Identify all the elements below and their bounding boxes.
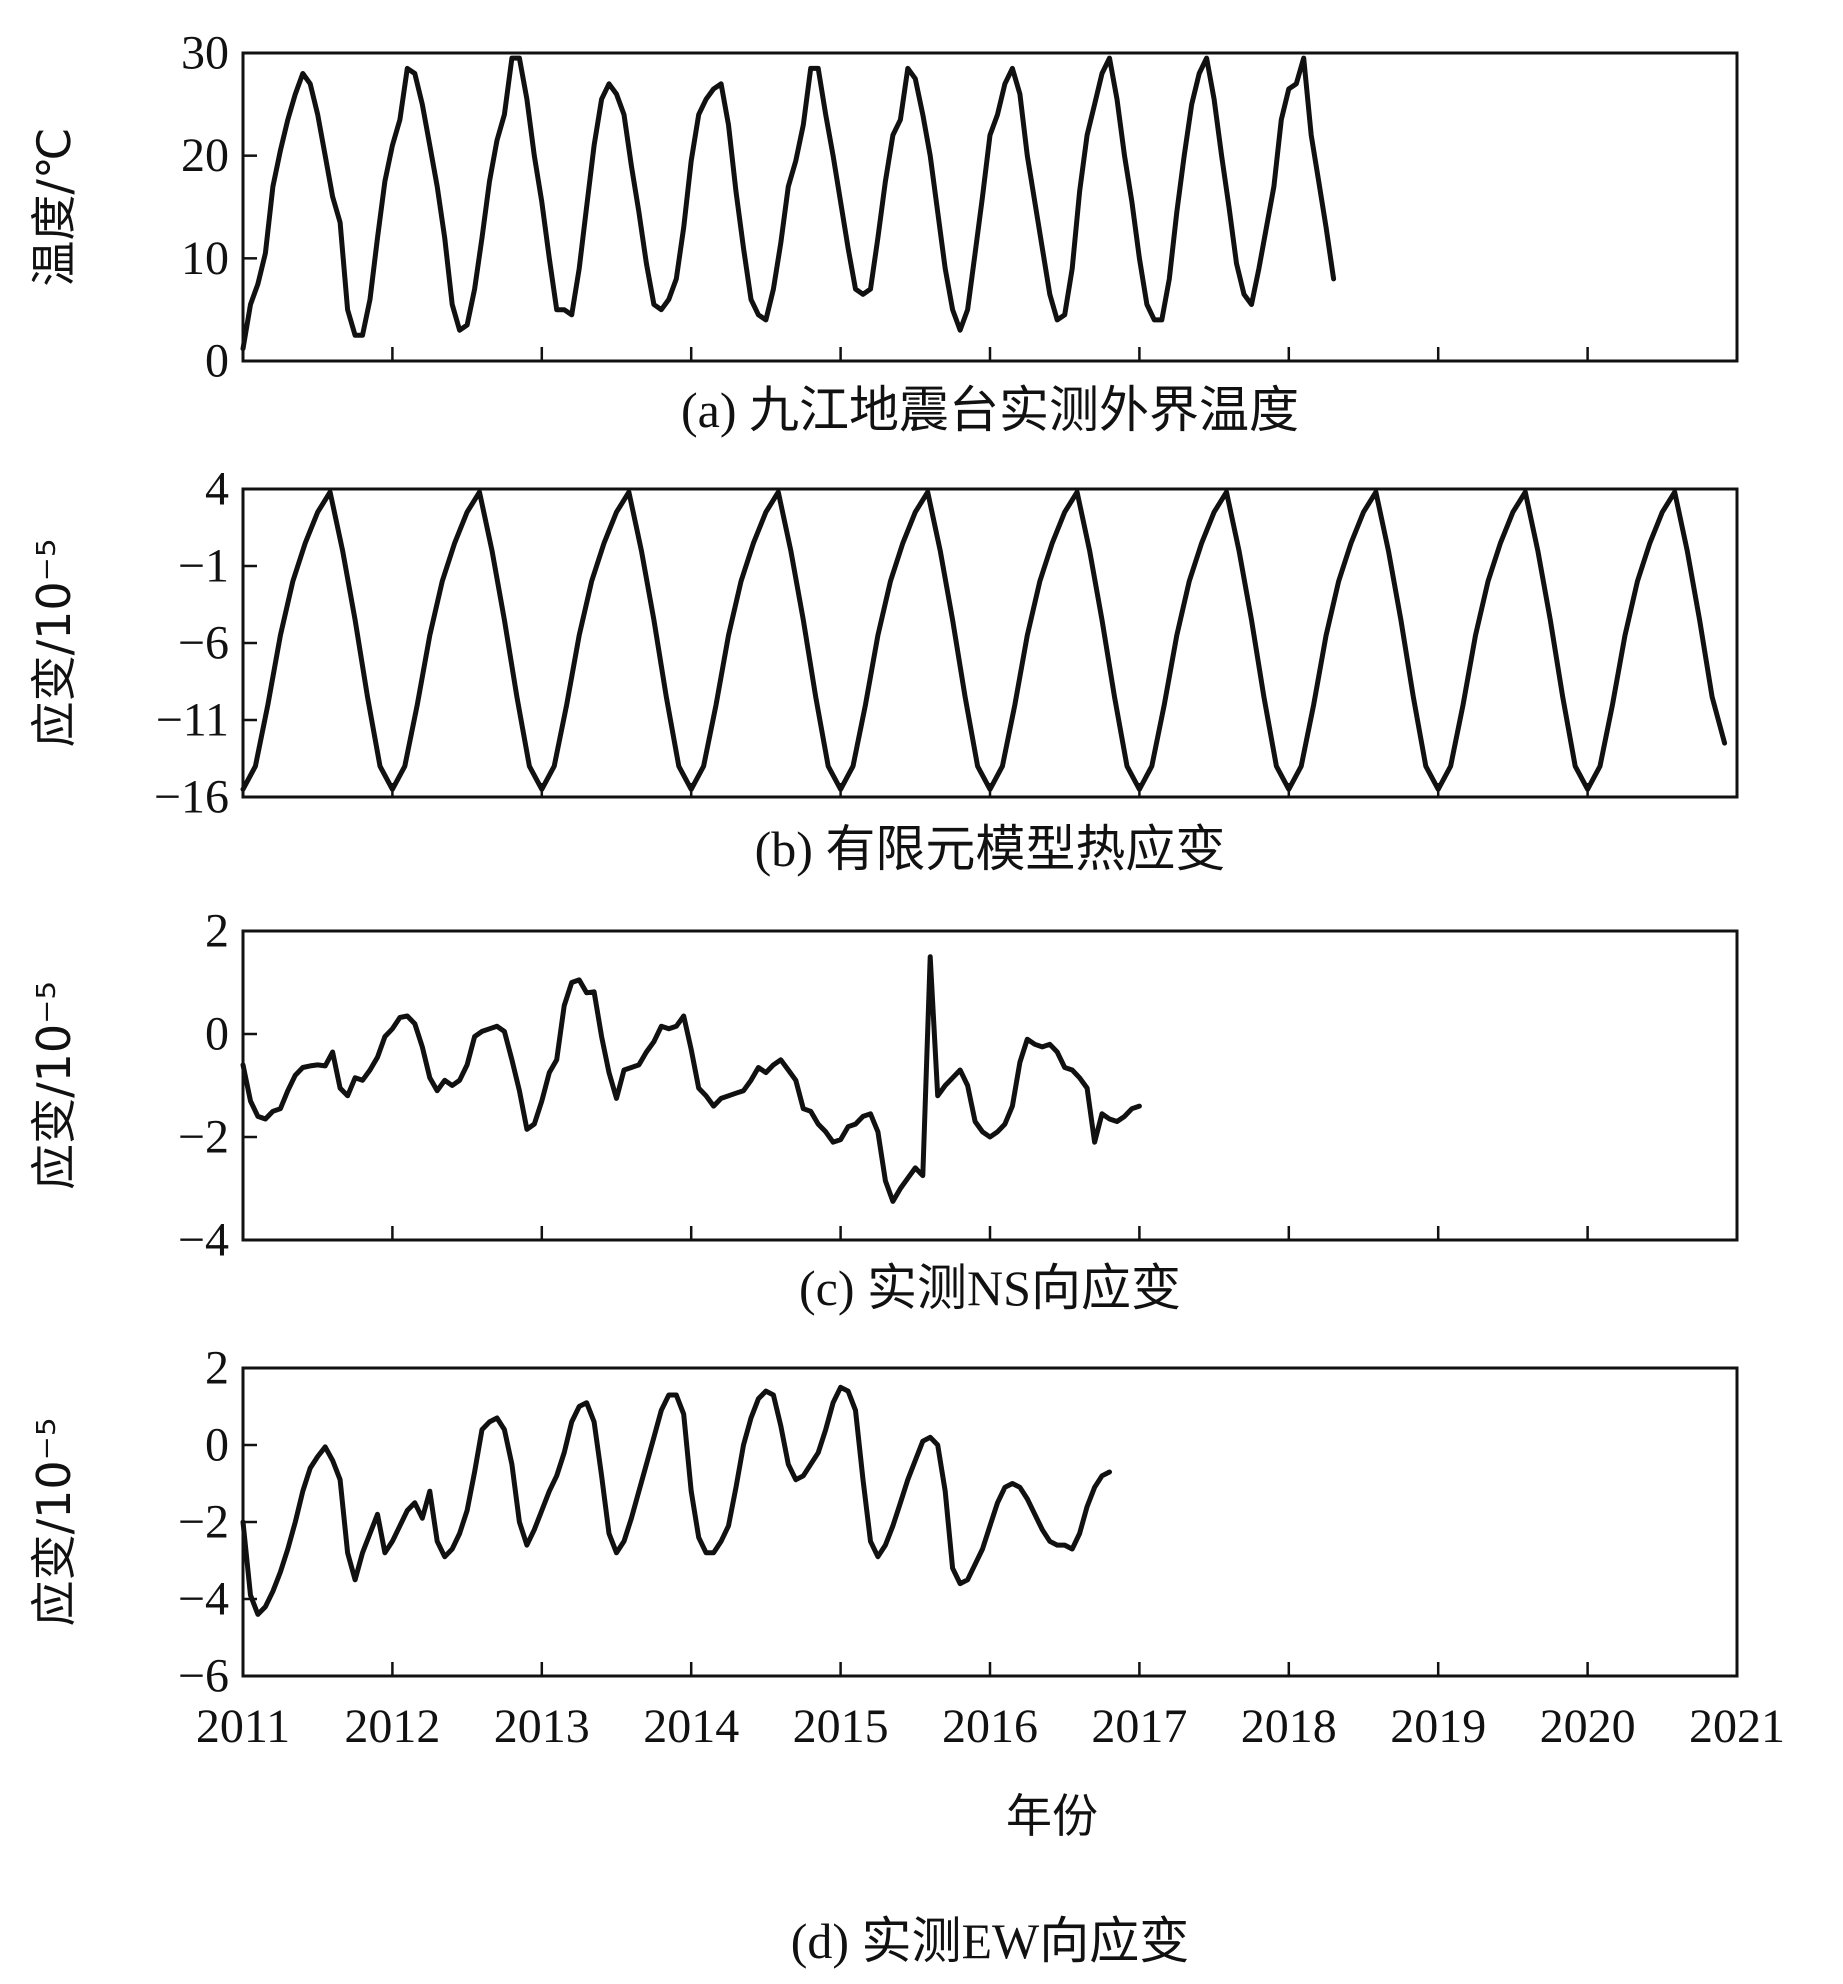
chart-panel-1: 0 10 20 30 温度/℃ (a) 九江地震台实测外界温度: [27, 27, 1739, 438]
y-tick-label: 2: [205, 905, 229, 958]
x-tick-label: 2013: [494, 1700, 590, 1753]
x-tick-label: 2014: [643, 1700, 739, 1753]
panel-caption: (a) 九江地震台实测外界温度: [681, 382, 1299, 438]
x-tick-label: 2011: [196, 1700, 290, 1753]
y-axis-title: 温度/℃: [27, 127, 81, 286]
panel-caption: (d) 实测EW向应变: [791, 1913, 1190, 1969]
y-tick-label: −6: [178, 1650, 229, 1703]
y-tick-label: 0: [205, 1008, 229, 1061]
series-line-1: [240, 954, 1142, 1204]
x-tick-label: 2018: [1241, 1700, 1337, 1753]
panel-caption: (c) 实测NS向应变: [799, 1260, 1181, 1316]
y-tick-label: −11: [156, 694, 229, 747]
y-axis-title: 应变/10⁻⁵: [27, 539, 81, 748]
y-tick-label: −2: [178, 1111, 229, 1164]
series-line-1: [240, 489, 1728, 792]
x-tick-label: 2016: [942, 1700, 1038, 1753]
y-axis-title: 应变/10⁻⁵: [27, 1418, 81, 1627]
x-tick-label: 2017: [1091, 1700, 1187, 1753]
series-line-1: [240, 1384, 1112, 1617]
x-tick-label: 2012: [344, 1700, 440, 1753]
y-tick-label: 0: [205, 335, 229, 388]
panel-caption: (b) 有限元模型热应变: [755, 821, 1226, 877]
y-tick-label: 10: [181, 232, 229, 285]
series-line-1: [240, 55, 1337, 352]
x-tick-label: 2015: [793, 1700, 889, 1753]
x-tick-label: 2021: [1689, 1700, 1785, 1753]
x-tick-label: 2020: [1540, 1700, 1636, 1753]
y-tick-label: −4: [178, 1573, 229, 1626]
y-tick-label: 0: [205, 1419, 229, 1472]
y-tick-label: 4: [205, 463, 229, 516]
y-tick-label: −4: [178, 1214, 229, 1267]
y-tick-label: −1: [178, 540, 229, 593]
chart-panel-4: −6 −4 −2 0 2 应变/10⁻⁵ 2011 2012 2013 2014 2015 2016 2…: [27, 1342, 1785, 1970]
y-tick-label: −16: [154, 771, 229, 824]
y-tick-label: −2: [178, 1496, 229, 1549]
x-axis-title: 年份: [1006, 1789, 1098, 1843]
chart-panel-3: −4 −2 0 2 应变/10⁻⁵ (c) 实测NS向应变: [27, 905, 1739, 1316]
y-tick-label: 2: [205, 1342, 229, 1395]
y-axis-title: 应变/10⁻⁵: [27, 981, 81, 1190]
y-tick-label: −6: [178, 617, 229, 670]
x-tick-label: 2019: [1390, 1700, 1486, 1753]
y-tick-label: 20: [181, 129, 229, 182]
y-tick-label: 30: [181, 27, 229, 80]
chart-panel-2: −16 −11 −6 −1 4 应变/10⁻⁵ (b) 有限元模型热应变: [27, 463, 1739, 877]
